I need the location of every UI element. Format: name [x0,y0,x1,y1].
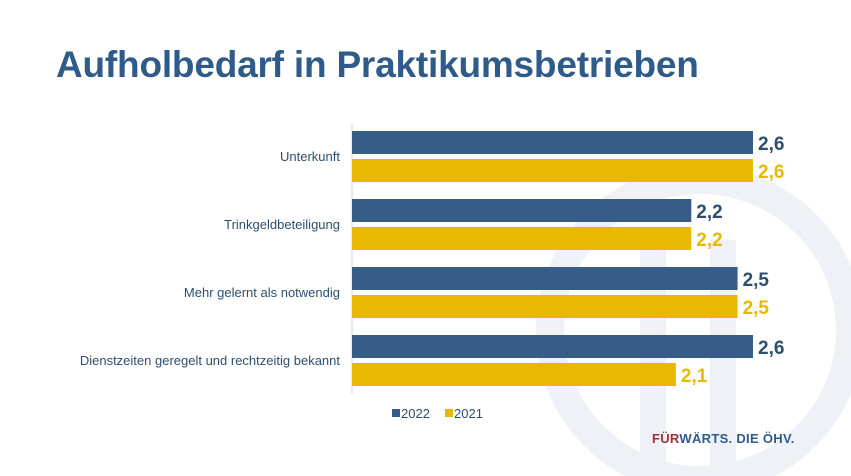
data-label: 2,6 [758,162,784,183]
legend-swatch-2022 [392,409,400,417]
category-label: Trinkgeldbeteiligung [224,217,340,232]
bar-2022 [352,131,753,154]
bar-2022 [352,267,738,290]
bar-2021 [352,227,692,250]
data-label: 2,6 [758,338,784,359]
bar-2022 [352,335,753,358]
data-label: 2,5 [743,270,770,291]
data-label: 2,1 [681,366,708,387]
page-title: Aufholbedarf in Praktikumsbetrieben [56,44,699,85]
data-label: 2,5 [743,298,770,319]
data-label: 2,2 [696,202,722,223]
data-label: 2,2 [696,230,722,251]
bar-2021 [352,295,738,318]
legend-swatch-2021 [445,409,453,417]
category-label: Mehr gelernt als notwendig [184,285,340,300]
bar-2021 [352,363,676,386]
category-label: Dienstzeiten geregelt und rechtzeitig be… [80,353,341,368]
legend-label: 2022 [401,406,430,421]
bar-2021 [352,159,753,182]
category-label: Unterkunft [280,149,340,164]
bar-2022 [352,199,692,222]
footer-logo: FÜRWÄRTS. DIE ÖHV. [652,431,795,446]
legend-label: 2021 [454,406,483,421]
data-label: 2,6 [758,134,784,155]
